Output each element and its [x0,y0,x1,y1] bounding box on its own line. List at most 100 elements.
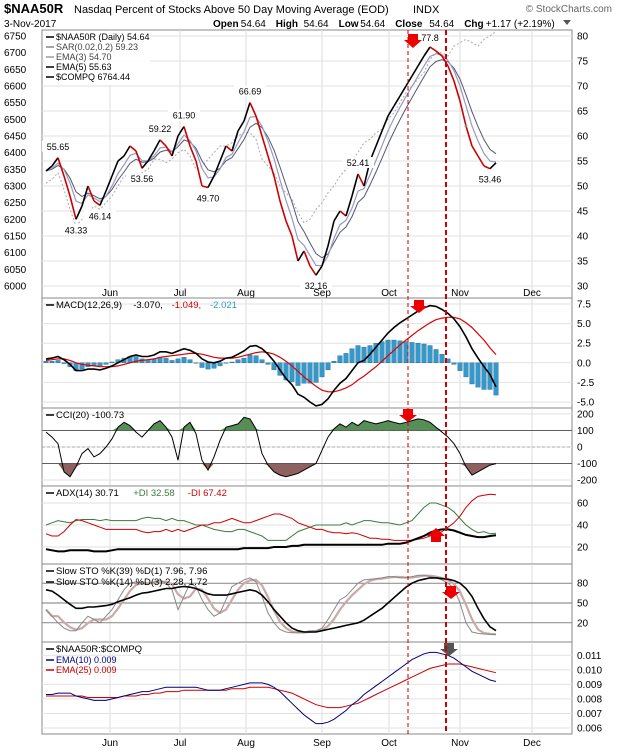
histogram-bar [235,359,241,364]
histogram-bar [109,361,115,363]
right-tick-label: 5.0 [577,319,591,330]
histogram-bar [169,360,175,363]
cci-fill-low [304,463,310,471]
cci-fill-low [466,463,472,476]
left-tick-label: 6350 [4,165,27,176]
cci-fill-low [64,463,70,477]
histogram-bar [385,339,391,363]
cci-fill-high [178,427,184,431]
price-segment [375,130,383,147]
cci-fill-high [130,425,136,431]
cci-fill-high [388,420,394,431]
histogram-bar [457,362,463,371]
price-segment [387,105,395,117]
cci-fill-high [394,422,400,431]
price-segment [51,157,59,167]
cci-fill-high [382,420,388,431]
right-tick-label: 7.5 [577,300,591,311]
cci-fill-low [280,463,286,477]
ohlc-value: 54.64 [304,19,329,30]
right-tick-label: 0.011 [577,651,602,662]
legend-entry: $NAA50R:$COMPQ [56,644,142,655]
price-segment [45,165,53,172]
left-tick-label: 6100 [4,248,27,259]
price-segment [429,46,437,52]
price-segment [267,155,275,177]
cci-fill-low [292,463,298,476]
right-tick-label: 50 [577,182,589,193]
x-axis-label: Jun [102,738,118,749]
histogram-bar [199,362,205,368]
annotation-bg [144,122,176,134]
price-segment [417,55,425,67]
legend-entry: EMA(5) 55.63 [56,62,112,72]
left-tick-label: 6750 [4,32,27,43]
chart-panels: 80 75 70 65 60 55 50 45 40 35 30 6750 6700 6650 6600 65… [4,29,602,749]
right-tick-label: 80 [577,579,589,590]
cci-fill-high [346,422,352,431]
price-segment [447,65,455,82]
histogram-bar [433,349,439,363]
histogram-bar [181,357,187,364]
sto14-d-line [45,574,497,636]
left-tick-label: 6450 [4,132,27,143]
price-annotation: 77.8 [421,33,439,43]
histogram-bar [307,362,313,384]
arrow-up-icon [427,528,445,542]
price-segment [57,157,65,177]
right-tick-label: 20 [577,543,589,554]
price-segment [219,145,227,162]
ohlc-readout: Open 54.64 High 54.64 Low 54.64 Close 54.64 Chg +… [213,19,571,30]
right-tick-label: 80 [577,32,589,43]
annotation-bg [60,224,92,236]
right-tick-label: 60 [577,499,589,510]
left-tick-label: 6050 [4,265,27,276]
cci-fill-low [208,463,214,471]
cci-fill-high [238,417,244,431]
right-tick-label: 100 [577,426,594,437]
cci-fill-high [184,422,190,431]
legend-entry: $COMPQ 6764.44 [56,72,130,82]
cci-fill-low [286,463,292,477]
cci-fill-high [352,422,358,431]
annotation-bg [474,173,506,185]
cci-line [45,416,497,478]
price-segment [69,195,77,220]
left-tick-label: 6000 [4,282,27,293]
right-tick-label: 0.010 [577,665,602,676]
right-tick-label: 40 [577,232,589,243]
x-axis-label: Jul [174,738,187,749]
panel-frame [41,297,573,409]
histogram-bar [373,343,379,364]
annotation-bg [234,85,266,97]
histogram-bar [289,362,295,382]
left-tick-label: 6300 [4,182,27,193]
histogram-bar [379,341,385,363]
price-segment [351,173,359,197]
right-tick-label: 30 [577,282,589,293]
left-tick-label: 6650 [4,65,27,76]
left-tick-label: 6700 [4,48,27,59]
annotation-bg [416,32,444,43]
price-segment [273,175,281,202]
price-segment [255,115,263,137]
histogram-bar [397,340,403,363]
chart-title: Nasdaq Percent of Stocks Above 50 Day Mo… [74,4,389,16]
price-annotation: 55.65 [47,142,70,152]
legend-entry: EMA(25) 0.009 [56,665,117,675]
price-segment [459,100,467,127]
ohlc-label: Chg [464,19,483,30]
histogram-bar [253,355,259,363]
histogram-bar [175,358,181,364]
price-segment [291,235,299,262]
x-axis-label: Dec [523,738,541,749]
histogram-bar [493,362,499,396]
x-axis-label: Aug [237,738,255,749]
right-tick-label: -5.0 [577,398,595,409]
price-segment [207,175,215,188]
legend-value: -DI 67.42 [188,488,227,499]
histogram-bar [55,360,61,363]
price-segment [321,245,329,267]
price-segment [153,139,161,152]
